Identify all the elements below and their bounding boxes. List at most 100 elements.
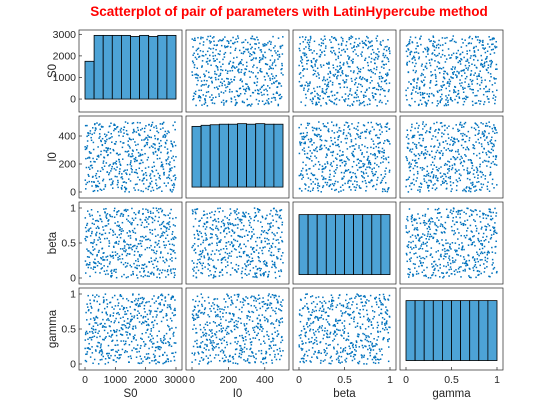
scatter-point bbox=[369, 45, 372, 48]
scatter-point bbox=[257, 208, 259, 211]
scatter-point bbox=[365, 79, 367, 81]
scatter-point bbox=[464, 270, 466, 272]
scatter-point bbox=[420, 261, 422, 264]
scatter-point bbox=[307, 189, 309, 192]
scatter-point bbox=[99, 350, 101, 352]
scatter-point bbox=[153, 143, 156, 145]
scatter-point bbox=[374, 62, 376, 65]
scatter-point bbox=[269, 79, 271, 81]
scatter-point bbox=[117, 181, 119, 184]
scatter-point bbox=[329, 72, 332, 75]
scatter-point bbox=[137, 305, 140, 308]
scatter-point bbox=[110, 349, 113, 351]
scatter-point bbox=[450, 168, 453, 171]
scatter-point bbox=[147, 238, 150, 240]
scatter-point bbox=[415, 87, 418, 89]
scatter-point bbox=[475, 230, 478, 232]
scatter-point bbox=[492, 97, 494, 100]
scatter-point bbox=[421, 93, 424, 96]
scatter-point bbox=[355, 186, 357, 189]
scatter-point bbox=[95, 177, 98, 179]
scatter-point bbox=[244, 216, 247, 218]
scatter-point bbox=[375, 188, 377, 191]
scatter-point bbox=[151, 121, 154, 124]
scatter-point bbox=[388, 171, 391, 173]
scatter-point bbox=[479, 264, 481, 267]
scatter-point bbox=[154, 349, 157, 352]
scatter-point bbox=[169, 317, 172, 320]
scatter-point bbox=[476, 39, 479, 41]
scatter-point bbox=[468, 85, 471, 88]
scatter-point bbox=[107, 265, 109, 268]
scatter-point bbox=[343, 124, 346, 126]
scatter-point bbox=[320, 148, 322, 151]
scatter-point bbox=[268, 40, 271, 43]
scatter-point bbox=[138, 179, 141, 181]
scatter-point bbox=[158, 148, 160, 150]
scatter-point bbox=[470, 276, 472, 279]
scatter-point bbox=[207, 244, 210, 246]
scatter-point bbox=[448, 259, 451, 261]
scatter-point bbox=[302, 138, 305, 141]
scatter-point bbox=[244, 92, 246, 95]
scatter-point bbox=[342, 40, 344, 42]
scatter-point bbox=[100, 322, 102, 325]
scatter-point bbox=[168, 221, 171, 223]
scatter-point bbox=[350, 94, 353, 96]
scatter-point bbox=[356, 158, 359, 161]
scatter-point bbox=[173, 238, 175, 241]
scatter-point bbox=[235, 66, 238, 68]
scatter-point bbox=[473, 50, 476, 52]
scatter-point bbox=[350, 139, 353, 141]
scatter-point bbox=[158, 174, 161, 177]
scatter-point bbox=[451, 149, 453, 151]
scatter-point bbox=[121, 253, 123, 256]
panel-beta-vs-gamma bbox=[399, 201, 504, 285]
scatter-point bbox=[411, 248, 413, 250]
scatter-point bbox=[479, 84, 481, 86]
scatter-point bbox=[94, 271, 97, 274]
scatter-point bbox=[365, 172, 368, 174]
scatter-point bbox=[349, 133, 351, 135]
scatter-point bbox=[217, 53, 220, 55]
scatter-point bbox=[336, 131, 339, 133]
scatter-point bbox=[172, 124, 174, 127]
scatter-point bbox=[298, 80, 301, 83]
scatter-point bbox=[440, 223, 442, 225]
scatter-point bbox=[373, 152, 376, 155]
scatter-point bbox=[346, 62, 349, 65]
scatter-point bbox=[207, 258, 210, 261]
scatter-point bbox=[89, 302, 92, 305]
scatter-point bbox=[116, 125, 119, 128]
scatter-point bbox=[378, 75, 381, 78]
scatter-point bbox=[345, 142, 348, 144]
scatter-point bbox=[258, 267, 261, 269]
scatter-point bbox=[320, 44, 322, 47]
scatter-point bbox=[157, 131, 160, 134]
scatter-point bbox=[136, 317, 139, 320]
scatter-point bbox=[304, 54, 306, 57]
scatter-point bbox=[311, 160, 313, 162]
scatter-point bbox=[264, 56, 267, 59]
scatter-point bbox=[354, 78, 356, 81]
scatter-point bbox=[463, 235, 466, 237]
scatter-point bbox=[149, 231, 152, 234]
scatter-point bbox=[298, 126, 300, 129]
scatter-point bbox=[222, 58, 224, 61]
scatter-point bbox=[89, 152, 91, 154]
scatter-point bbox=[487, 71, 490, 74]
scatter-point bbox=[243, 72, 245, 75]
scatter-point bbox=[213, 266, 216, 269]
scatter-point bbox=[487, 150, 490, 152]
scatter-point bbox=[485, 217, 488, 220]
scatter-point bbox=[323, 50, 326, 52]
scatter-point bbox=[215, 96, 217, 98]
scatter-point bbox=[232, 61, 234, 64]
scatter-point bbox=[211, 94, 213, 96]
scatter-point bbox=[342, 189, 345, 191]
scatter-point bbox=[338, 83, 340, 85]
scatter-point bbox=[171, 184, 174, 186]
scatter-point bbox=[98, 342, 101, 344]
scatter-point bbox=[347, 95, 350, 97]
scatter-point bbox=[121, 173, 123, 175]
